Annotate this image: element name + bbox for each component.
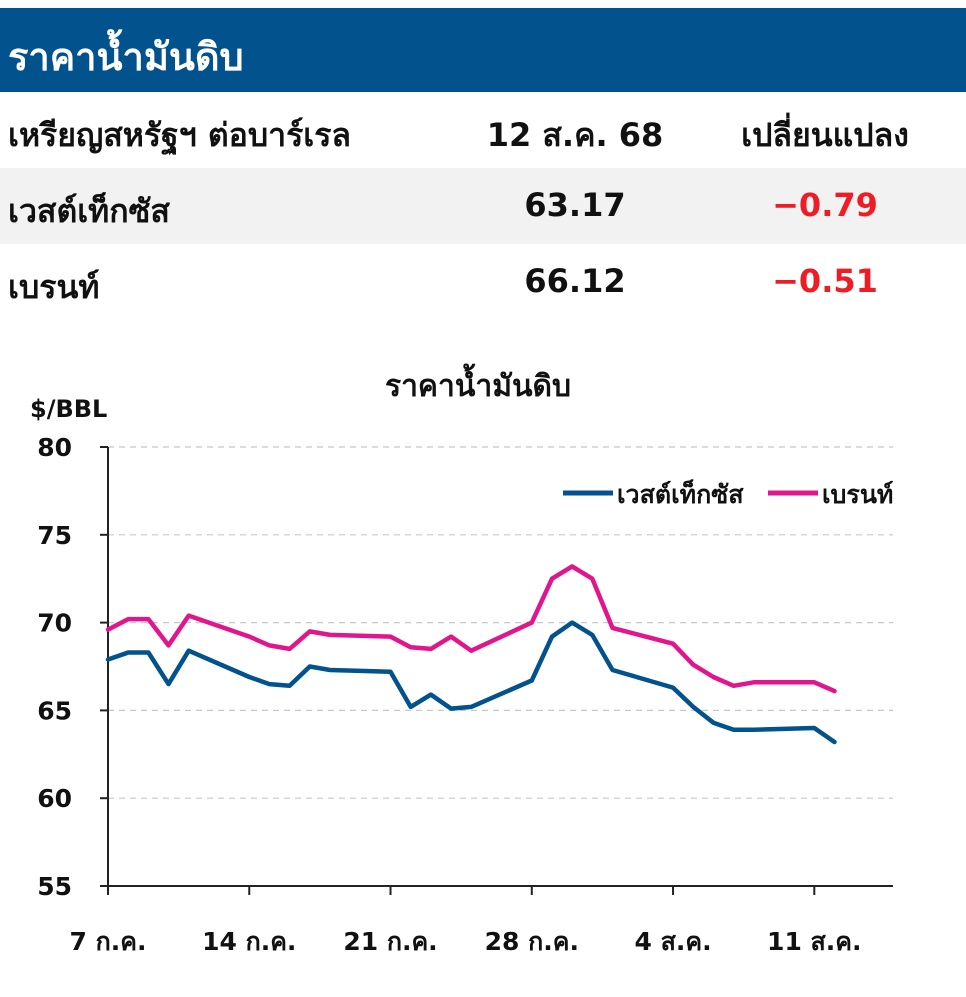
column-header-change: เปลี่ยนแปลง bbox=[741, 116, 909, 154]
table-header-row: เหรียญสหรัฐฯ ต่อบาร์เรล 12 ส.ค. 68 เปลี่… bbox=[0, 92, 966, 168]
series-line bbox=[105, 564, 837, 694]
y-tick-label: 65 bbox=[37, 696, 72, 725]
legend-label: เบรนท์ bbox=[822, 480, 893, 509]
row-name: เบรนท์ bbox=[8, 268, 100, 306]
x-tick-label: 4 ส.ค. bbox=[635, 927, 712, 956]
legend: เวสต์เท็กซัส เบรนท์ bbox=[563, 479, 893, 509]
y-tick-label: 80 bbox=[37, 433, 72, 462]
x-tick-label: 7 ก.ค. bbox=[70, 927, 147, 956]
oil-price-chart: ราคาน้ำมันดิบ $/BBL 80 75 70 65 60 55 7 ก.ค. 14… bbox=[30, 363, 893, 956]
x-tick-label: 21 ก.ค. bbox=[343, 927, 437, 956]
table-row-brent: เบรนท์ 66.12 −0.51 bbox=[0, 244, 966, 320]
title-bar: ราคาน้ำมันดิบ bbox=[0, 8, 966, 92]
y-axis-label: $/BBL bbox=[30, 395, 107, 423]
row-name: เวสต์เท็กซัส bbox=[8, 192, 170, 230]
y-tick-label: 70 bbox=[37, 609, 72, 638]
y-tick-label: 55 bbox=[37, 872, 72, 901]
x-tick-label: 28 ก.ค. bbox=[485, 927, 579, 956]
gridlines bbox=[108, 446, 893, 799]
axes: 80 75 70 65 60 55 7 ก.ค. 14 ก.ค. 21 ก.ค. 28 ก.ค. 4… bbox=[37, 433, 893, 956]
table-row-wti: เวสต์เท็กซัส 63.17 −0.79 bbox=[0, 168, 966, 244]
page-title: ราคาน้ำมันดิบ bbox=[8, 35, 244, 79]
chart-title: ราคาน้ำมันดิบ bbox=[385, 363, 571, 404]
legend-label: เวสต์เท็กซัส bbox=[617, 479, 744, 509]
row-change: −0.51 bbox=[772, 262, 878, 300]
column-header-date: 12 ส.ค. 68 bbox=[486, 116, 664, 154]
series-lines bbox=[105, 564, 837, 745]
series-line bbox=[105, 620, 837, 745]
row-price: 63.17 bbox=[524, 186, 626, 224]
y-tick-label: 75 bbox=[37, 521, 72, 550]
column-header-unit: เหรียญสหรัฐฯ ต่อบาร์เรล bbox=[8, 116, 352, 154]
x-tick-label: 14 ก.ค. bbox=[202, 927, 296, 956]
row-price: 66.12 bbox=[524, 262, 626, 300]
y-tick-label: 60 bbox=[37, 784, 72, 813]
x-tick-label: 11 ส.ค. bbox=[767, 927, 861, 956]
row-change: −0.79 bbox=[772, 186, 878, 224]
